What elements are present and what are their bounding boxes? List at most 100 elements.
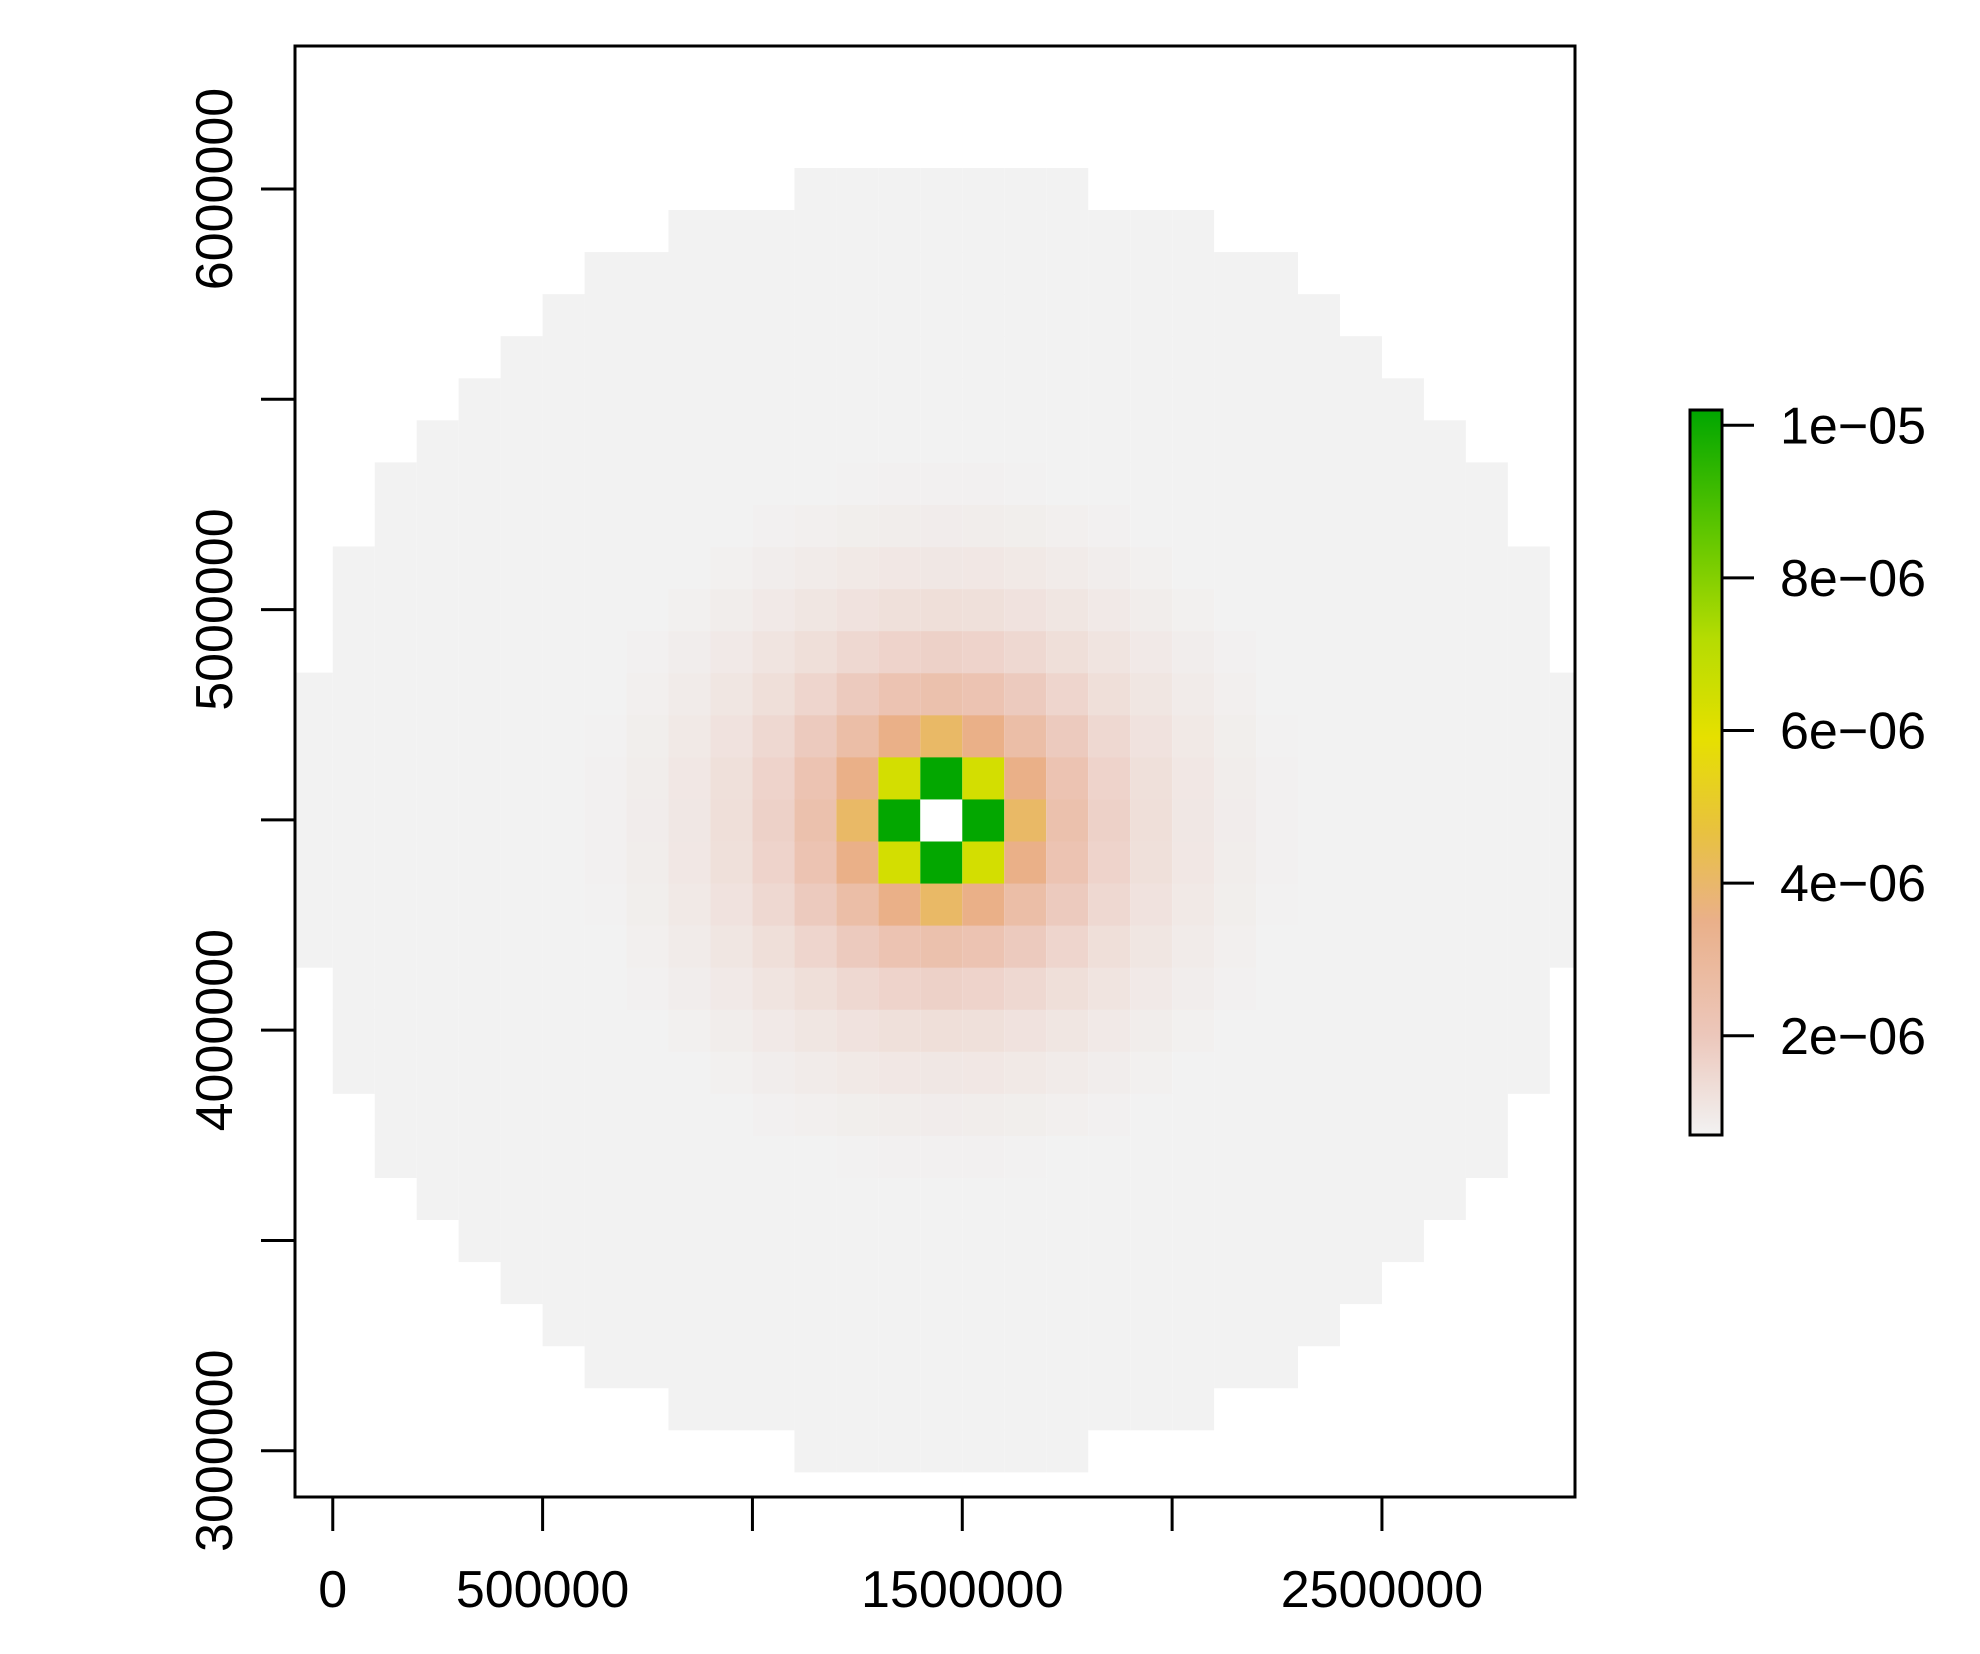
heatmap-cell <box>1088 378 1131 421</box>
heatmap-cell <box>542 925 585 968</box>
heatmap-cell <box>878 294 921 337</box>
heatmap-cell <box>1046 420 1089 463</box>
heatmap-cell <box>1256 588 1299 632</box>
heatmap-cell <box>962 294 1005 337</box>
heatmap-cell <box>752 210 795 253</box>
heatmap-cell <box>1256 462 1299 506</box>
heatmap-cell <box>752 294 795 337</box>
heatmap-cell <box>668 1345 711 1389</box>
heatmap-cell <box>1046 252 1089 295</box>
heatmap-cell <box>1214 336 1257 379</box>
heatmap-cell <box>1339 798 1382 842</box>
heatmap-cell <box>416 882 459 926</box>
heatmap-cell <box>1381 882 1424 926</box>
heatmap-cell <box>878 1051 921 1094</box>
heatmap-cell <box>1298 882 1340 926</box>
heatmap-cell <box>794 672 837 716</box>
heatmap-cell <box>1298 420 1340 463</box>
heatmap-cell <box>1214 1009 1257 1052</box>
heatmap-cell <box>626 1093 669 1136</box>
heatmap-cell <box>794 588 837 632</box>
heatmap-cell <box>710 1219 753 1263</box>
heatmap-cell <box>878 630 921 674</box>
heatmap-cell <box>752 798 795 842</box>
heatmap-cell <box>1507 967 1550 1010</box>
heatmap-cell <box>1298 714 1340 758</box>
heatmap-cells <box>295 167 1575 1473</box>
heatmap-cell <box>962 504 1005 548</box>
heatmap-cell <box>500 840 543 884</box>
heatmap-cell <box>836 967 879 1010</box>
heatmap-cell <box>500 925 543 968</box>
heatmap-cell <box>1088 420 1131 463</box>
heatmap-cell <box>374 1009 417 1052</box>
heatmap-cell <box>794 336 837 379</box>
heatmap-cell <box>710 756 753 800</box>
heatmap-cell <box>1088 756 1131 800</box>
heatmap-cell <box>1214 630 1257 674</box>
legend-tick-label: 2e−06 <box>1780 1008 1926 1066</box>
heatmap-cell <box>1298 1093 1340 1136</box>
heatmap-cell <box>542 840 585 884</box>
heatmap-cell <box>878 1345 921 1389</box>
heatmap-cell <box>1172 546 1215 590</box>
heatmap-cell <box>1381 798 1424 842</box>
heatmap-cell <box>1004 714 1047 758</box>
heatmap-cell <box>1465 588 1508 632</box>
heatmap-cell <box>1214 756 1257 800</box>
heatmap-cell <box>878 252 921 295</box>
heatmap-cell <box>1339 925 1382 968</box>
heatmap-cell <box>920 167 963 211</box>
heatmap-cell <box>1046 546 1089 590</box>
heatmap-cell <box>962 1051 1005 1094</box>
heatmap-cell <box>584 714 627 758</box>
heatmap-cell <box>542 882 585 926</box>
heatmap-cell <box>836 1051 879 1094</box>
heatmap-cell <box>1172 1261 1215 1305</box>
heatmap-cell <box>1130 1303 1173 1347</box>
heatmap-cell <box>962 1345 1005 1389</box>
heatmap-cell <box>584 882 627 926</box>
heatmap-cell <box>836 672 879 716</box>
heatmap-cell <box>920 756 963 800</box>
heatmap-cell <box>1339 336 1382 379</box>
heatmap-cell <box>626 840 669 884</box>
heatmap-cell <box>752 672 795 716</box>
heatmap-cell <box>500 798 543 842</box>
heatmap-cell <box>668 798 711 842</box>
heatmap-cell <box>710 1009 753 1052</box>
heatmap-cell <box>962 1429 1005 1473</box>
heatmap-cell <box>962 336 1005 379</box>
heatmap-cell <box>416 1009 459 1052</box>
heatmap-cell <box>542 967 585 1010</box>
heatmap-cell <box>794 756 837 800</box>
heatmap-cell <box>1172 294 1215 337</box>
heatmap-cell <box>1046 504 1089 548</box>
heatmap-cell <box>1339 1051 1382 1094</box>
heatmap-cell <box>668 504 711 548</box>
heatmap-cell <box>542 1261 585 1305</box>
heatmap-cell <box>1046 1135 1089 1178</box>
heatmap-cell <box>626 336 669 379</box>
heatmap-cell <box>794 210 837 253</box>
heatmap-cell <box>584 1345 627 1389</box>
heatmap-cell <box>1423 630 1466 674</box>
heatmap-cell <box>1339 1135 1382 1178</box>
heatmap-cell <box>1465 546 1508 590</box>
heatmap-cell <box>794 882 837 926</box>
heatmap-cell <box>1046 1261 1089 1305</box>
heatmap-cell <box>500 630 543 674</box>
heatmap-cell <box>668 756 711 800</box>
heatmap-cell <box>1046 840 1089 884</box>
heatmap-cell <box>500 1051 543 1094</box>
heatmap-cell <box>920 1051 963 1094</box>
heatmap-cell <box>1423 1093 1466 1136</box>
heatmap-cell <box>1004 798 1047 842</box>
heatmap-cell <box>1046 756 1089 800</box>
heatmap-cell <box>1130 1387 1173 1431</box>
heatmap-cell <box>920 925 963 968</box>
x-tick-label: 0 <box>318 1561 347 1619</box>
heatmap-cell <box>920 210 963 253</box>
heatmap-cell <box>626 420 669 463</box>
heatmap-cell <box>710 1387 753 1431</box>
